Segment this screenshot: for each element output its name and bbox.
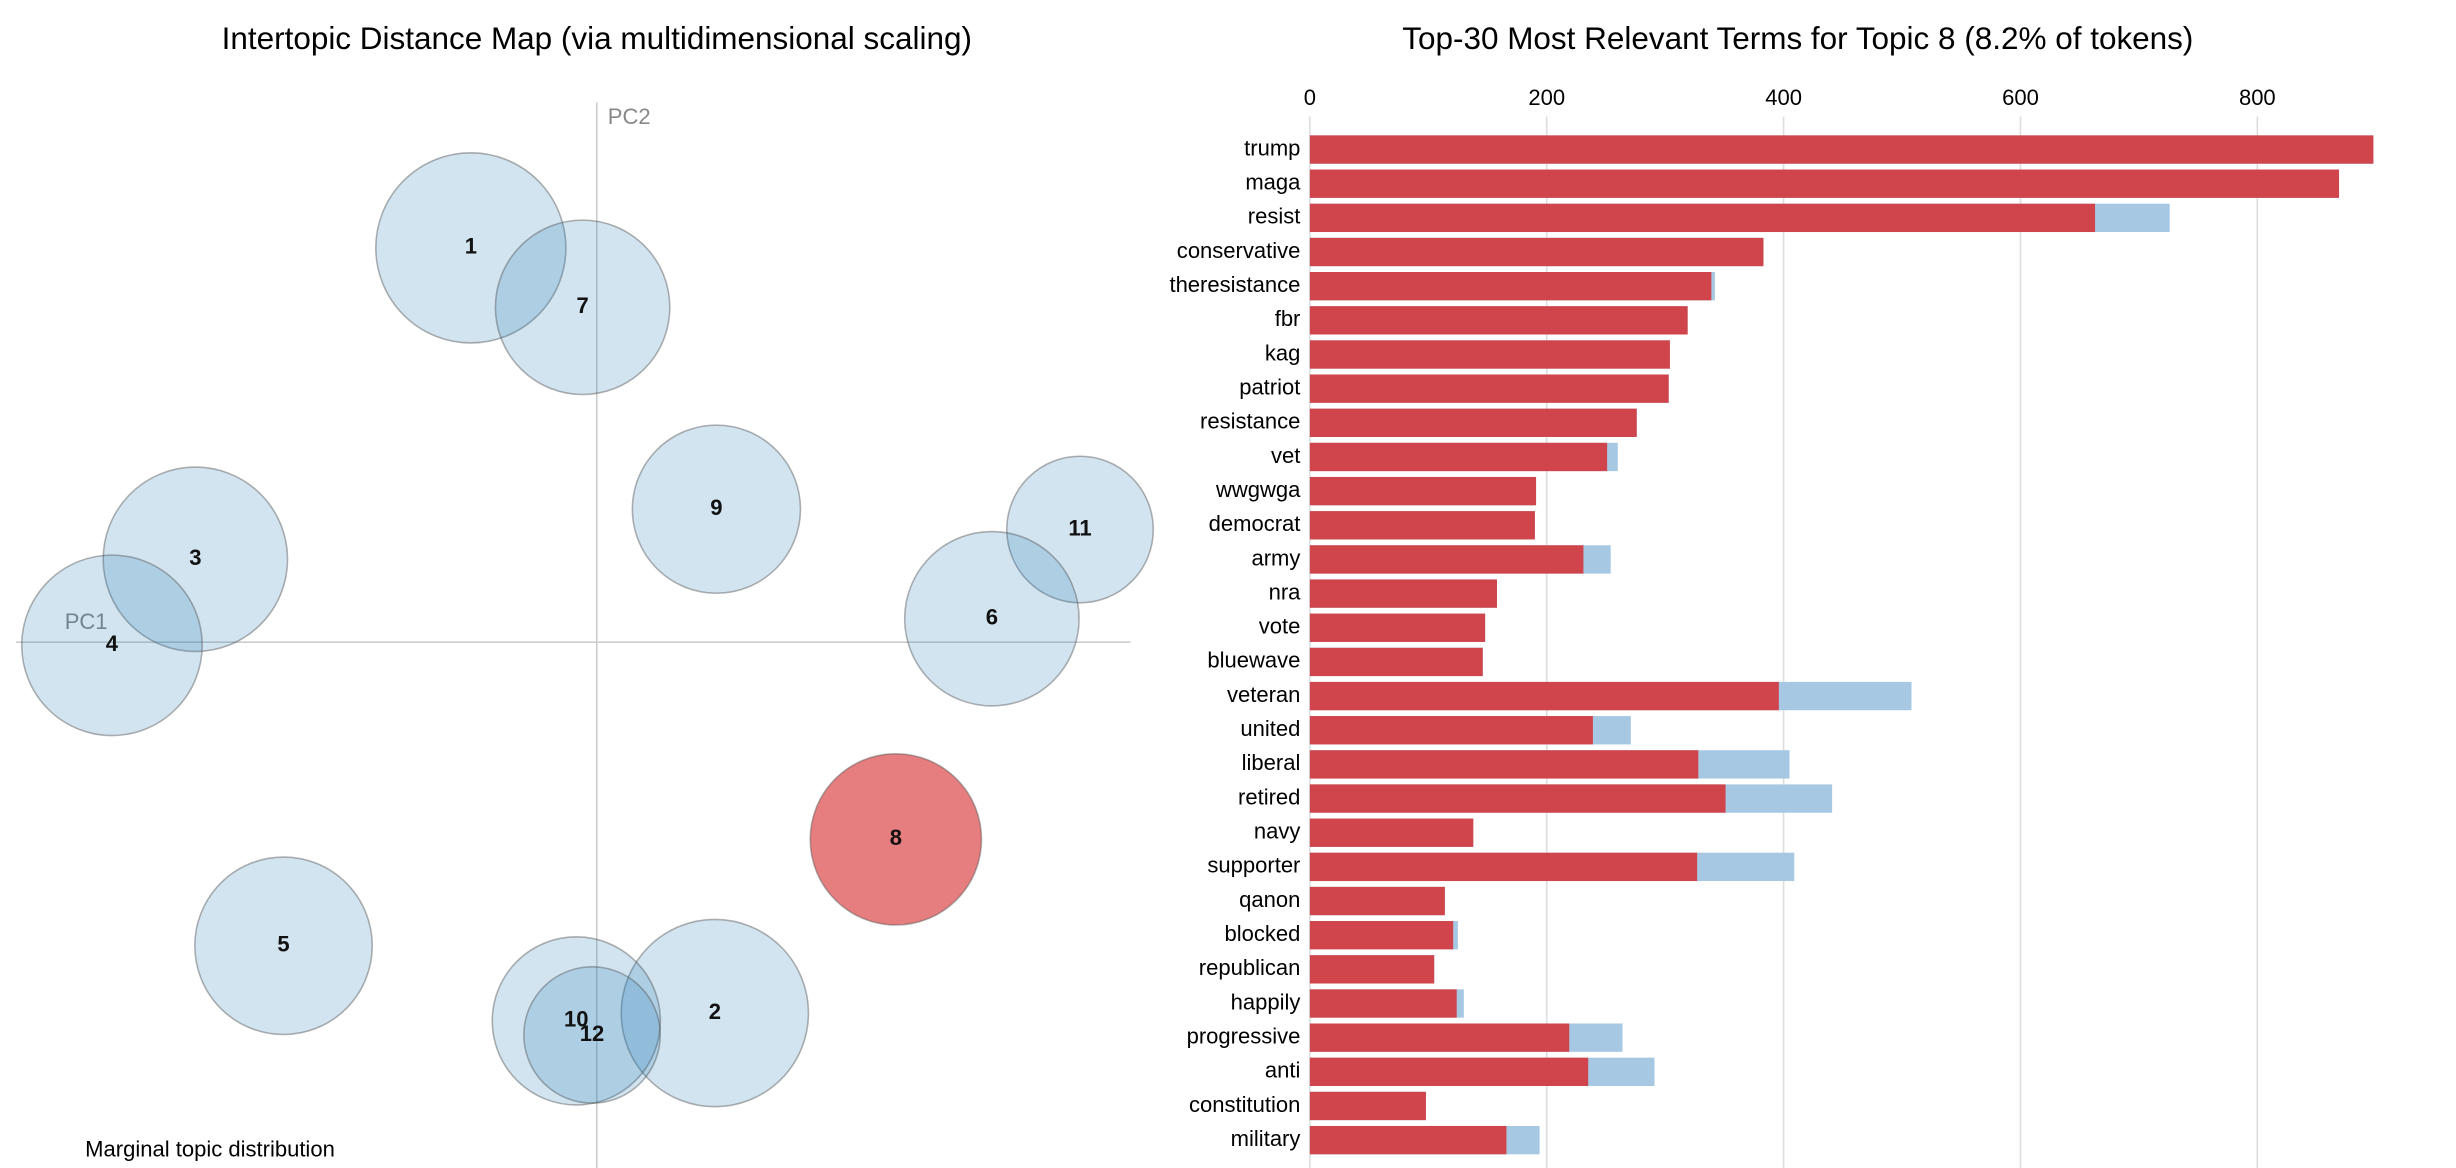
term-bar xyxy=(1309,818,1474,847)
topic-label: 1 xyxy=(465,234,477,259)
topic-bubble xyxy=(494,219,671,396)
topic-label: 11 xyxy=(1068,515,1091,540)
term-bar xyxy=(1309,1057,1589,1086)
term-label: republican xyxy=(1199,955,1301,980)
topic-bubble xyxy=(903,530,1080,707)
term-label: trump xyxy=(1244,135,1300,160)
term-bar xyxy=(1309,340,1670,369)
topic-label: 5 xyxy=(277,932,289,957)
topic-label: 2 xyxy=(709,999,721,1024)
term-bar xyxy=(1309,989,1457,1018)
topic-label: 4 xyxy=(106,631,119,656)
term-bar xyxy=(1309,852,1698,882)
topic-label: 7 xyxy=(576,293,588,318)
term-bar xyxy=(1309,750,1699,779)
term-label: military xyxy=(1231,1126,1301,1151)
term-label: resistance xyxy=(1200,409,1300,434)
x-tick-label: 400 xyxy=(1765,85,1802,110)
term-label: veteran xyxy=(1227,682,1300,707)
term-label: retired xyxy=(1238,784,1300,809)
term-label: navy xyxy=(1254,819,1301,844)
term-bar xyxy=(1309,579,1497,608)
term-label: happily xyxy=(1231,989,1301,1014)
term-label: fbr xyxy=(1275,306,1301,331)
topic-bubble xyxy=(491,936,662,1106)
term-bar xyxy=(1309,237,1764,267)
x-tick-label: 600 xyxy=(2002,85,2039,110)
term-label: army xyxy=(1251,545,1300,570)
topic-bubble xyxy=(375,152,567,344)
topic-label: 12 xyxy=(580,1021,605,1046)
term-label: vote xyxy=(1259,614,1301,639)
term-label: united xyxy=(1240,716,1300,741)
term-bar xyxy=(1309,442,1608,472)
term-label: vet xyxy=(1271,443,1300,468)
topic-label: 6 xyxy=(986,605,998,630)
term-label: nra xyxy=(1269,579,1302,604)
marginal-note: Marginal topic distribution xyxy=(85,1136,335,1161)
term-label: blocked xyxy=(1225,921,1301,946)
term-bar xyxy=(1309,169,2340,198)
term-bar xyxy=(1309,374,1669,403)
term-bar xyxy=(1309,511,1535,540)
term-bar xyxy=(1309,476,1537,506)
bar-title: Top-30 Most Relevant Terms for Topic 8 (… xyxy=(1402,21,2193,56)
term-bar xyxy=(1309,921,1454,950)
term-bar xyxy=(1309,306,1688,335)
topic-bubble xyxy=(194,856,374,1036)
topic-label: 8 xyxy=(890,825,902,850)
topic-bubble xyxy=(631,424,802,595)
term-label: bluewave xyxy=(1207,648,1300,673)
term-bar xyxy=(1309,613,1486,642)
term-bar xyxy=(1309,716,1593,745)
term-bar xyxy=(1309,955,1435,984)
topic-bubble xyxy=(20,554,203,737)
term-bar xyxy=(1309,1125,1507,1155)
term-label: progressive xyxy=(1187,1023,1301,1048)
x-tick-label: 0 xyxy=(1304,85,1316,110)
term-label: liberal xyxy=(1242,750,1301,775)
term-bar xyxy=(1309,272,1712,301)
topic-bubble xyxy=(620,918,810,1108)
topic-bubble xyxy=(809,752,983,926)
term-label: resist xyxy=(1248,204,1301,229)
term-label: democrat xyxy=(1209,511,1301,536)
term-label: anti xyxy=(1265,1058,1301,1083)
term-bar xyxy=(1309,681,1779,711)
topic-label: 10 xyxy=(564,1007,589,1032)
term-bar xyxy=(1309,545,1584,574)
term-label: kag xyxy=(1265,340,1301,365)
map-title: Intertopic Distance Map (via multidimens… xyxy=(222,21,972,56)
pc1-label: PC1 xyxy=(65,609,108,634)
term-bar xyxy=(1309,647,1483,677)
x-tick-label: 800 xyxy=(2239,85,2276,110)
pc2-label: PC2 xyxy=(608,104,651,129)
term-bar xyxy=(1309,203,2096,233)
term-label: theresistance xyxy=(1169,272,1300,297)
term-bar xyxy=(1309,886,1445,916)
term-bar xyxy=(1309,784,1726,813)
term-bar xyxy=(1309,135,2374,164)
term-label: qanon xyxy=(1239,887,1300,912)
topic-label: 9 xyxy=(710,495,722,520)
topic-bubble xyxy=(102,466,289,653)
term-label: constitution xyxy=(1189,1092,1300,1117)
term-label: supporter xyxy=(1207,853,1300,878)
x-tick-label: 200 xyxy=(1528,85,1565,110)
term-bar xyxy=(1309,408,1637,437)
topic-bubble xyxy=(1005,455,1155,604)
term-label: wwgwga xyxy=(1215,477,1301,502)
term-label: patriot xyxy=(1239,374,1300,399)
topic-label: 3 xyxy=(189,545,201,570)
term-bar xyxy=(1309,1091,1426,1121)
topic-bubble xyxy=(523,965,662,1104)
term-bar xyxy=(1309,1023,1570,1052)
term-label: conservative xyxy=(1177,238,1301,263)
term-label: maga xyxy=(1245,170,1301,195)
